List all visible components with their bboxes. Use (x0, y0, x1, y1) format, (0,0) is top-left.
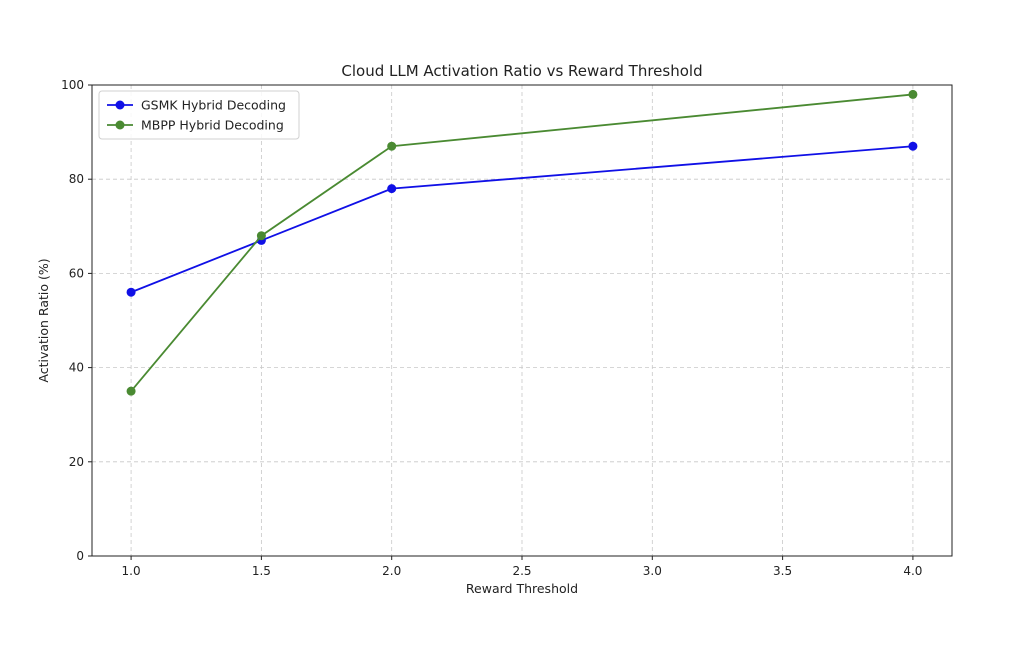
x-axis-label: Reward Threshold (466, 581, 578, 596)
x-tick-label: 2.5 (512, 564, 531, 578)
legend-label-2: MBPP Hybrid Decoding (141, 118, 284, 133)
series-1-point (387, 184, 397, 194)
y-tick-label: 60 (69, 266, 84, 280)
y-tick-label: 100 (61, 78, 84, 92)
y-tick-label: 80 (69, 172, 84, 186)
legend-marker-1 (115, 100, 125, 110)
series-line-2 (130, 93, 913, 392)
legend-label-1: GSMK Hybrid Decoding (141, 98, 286, 113)
series-2-point (387, 141, 397, 151)
x-tick-label: 4.0 (903, 564, 922, 578)
x-tick-label: 2.0 (382, 564, 401, 578)
x-tick-label: 1.5 (252, 564, 271, 578)
series-2-point (256, 231, 266, 241)
series-2-point (126, 386, 136, 396)
x-tick-label: 1.0 (122, 564, 141, 578)
series-1-point (126, 287, 136, 297)
legend-box (98, 90, 300, 140)
chart-title: Cloud LLM Activation Ratio vs Reward Thr… (341, 62, 702, 80)
y-axis-label: Activation Ratio (%) (36, 258, 51, 382)
legend: GSMK Hybrid Decoding MBPP Hybrid Decoding (98, 90, 300, 140)
series-2-point (908, 89, 918, 99)
series-1-point (908, 141, 918, 151)
x-tick-label: 3.5 (773, 564, 792, 578)
axis-ticks: 1.0 1.5 2.0 2.5 3.0 3.5 4.0 0 20 40 60 80 100 (61, 78, 922, 578)
y-tick-label: 0 (76, 549, 84, 563)
legend-marker-2 (115, 120, 125, 130)
grid (92, 85, 952, 556)
x-tick-label: 3.0 (643, 564, 662, 578)
series-layer (126, 89, 918, 396)
y-tick-label: 20 (69, 455, 84, 469)
series-line-1 (130, 145, 913, 294)
y-tick-label: 40 (69, 361, 84, 375)
